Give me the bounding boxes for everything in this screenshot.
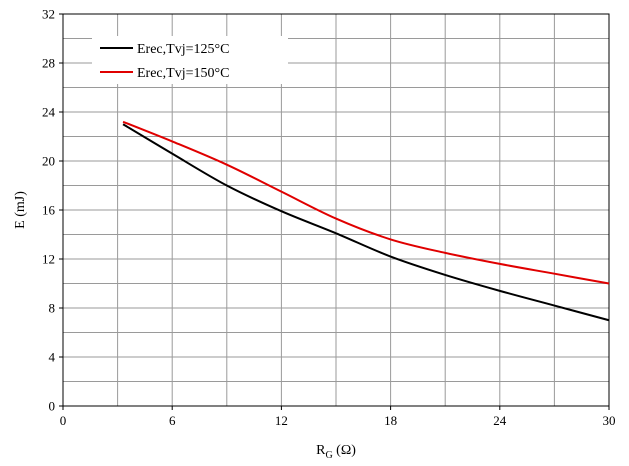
x-tick-label: 30 [603,413,616,428]
x-axis-title-main: R [316,443,326,458]
y-tick-label: 4 [49,350,56,365]
x-axis-title-subscript: G [325,450,332,461]
x-tick-label: 0 [60,413,67,428]
x-axis-title-unit: (Ω) [333,443,357,458]
y-tick-label: 24 [42,105,56,120]
series-line-125c [122,123,610,322]
x-axis: 0 6 12 18 24 30 [60,406,616,428]
legend-label-125: Erec,Tvj=125°C [137,42,229,57]
y-tick-label: 32 [42,7,55,22]
x-tick-label: 6 [169,413,176,428]
y-tick-label: 20 [42,154,55,169]
x-tick-label: 12 [275,413,288,428]
legend: Erec,Tvj=125°C Erec,Tvj=150°C [92,36,288,84]
x-axis-title: RG (Ω) [316,443,356,461]
y-tick-label: 12 [42,252,55,267]
y-tick-label: 0 [49,399,56,414]
y-axis-title: E (mJ) [13,191,28,229]
legend-label-150: Erec,Tvj=150°C [137,66,229,81]
series-line-150c [122,120,610,285]
y-tick-label: 28 [42,56,55,71]
y-tick-label: 16 [42,203,56,218]
x-tick-label: 18 [384,413,397,428]
series-lines [122,120,610,322]
y-axis: 0 4 8 12 16 20 24 28 32 [42,7,63,414]
y-tick-label: 8 [49,301,56,316]
grid [63,14,609,406]
x-tick-label: 24 [493,413,507,428]
legend-box [92,36,288,84]
